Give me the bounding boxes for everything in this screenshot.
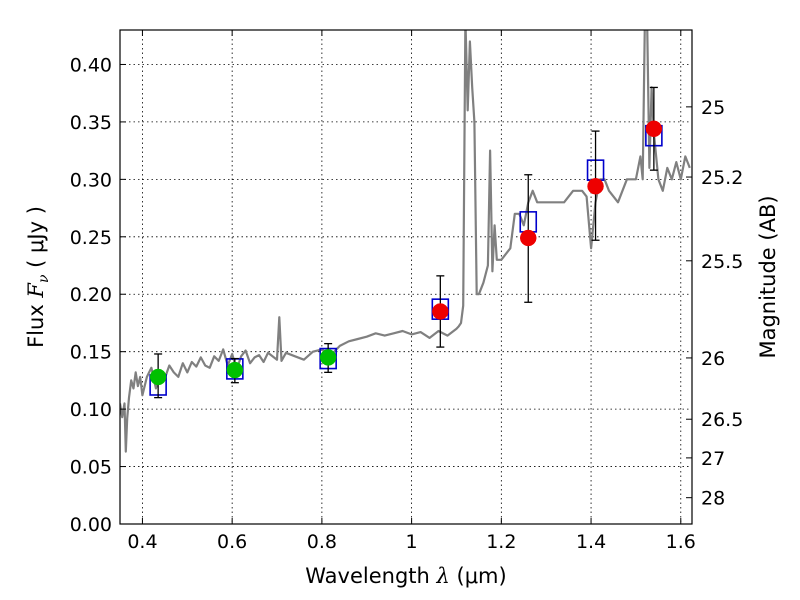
y-tick-label: 0.25 (70, 227, 112, 249)
plot-frame (119, 29, 693, 525)
y-tick-label: 0.00 (70, 514, 112, 536)
y2-tick-label: 28 (701, 488, 725, 510)
x-tick-label: 0.4 (127, 531, 157, 553)
y-tick-label: 0.30 (70, 169, 112, 191)
data-point (587, 177, 604, 195)
data-point (319, 349, 337, 366)
x-tick-label: 0.6 (217, 531, 247, 553)
y-tick-label: 0.15 (70, 342, 112, 364)
x-tick-label: 1.6 (666, 531, 696, 553)
y-axis-label-prefix: Flux (24, 298, 48, 348)
y2-tick-label: 27 (701, 448, 725, 470)
y2-tick-label: 25 (701, 97, 725, 119)
x-axis-label-prefix: Wavelength (305, 564, 436, 588)
x-tick-label: 1.2 (486, 531, 516, 553)
axis-ticks: 0.4 0.6 0.8 1 1.2 1.4 1.6 0.00 0.05 0.10 0.15 0.20 0… (70, 30, 743, 553)
y2-tick-label: 25.5 (701, 251, 743, 273)
y-tick-label: 0.10 (70, 399, 112, 421)
data-point (520, 229, 537, 247)
y-tick-label: 0.40 (70, 54, 112, 76)
x-tick-label: 1 (406, 531, 418, 553)
x-tick-label: 1.4 (576, 531, 606, 553)
y-axis-label-unit: ( μJy ) (24, 206, 48, 274)
y-axis-label-symbol: F (24, 282, 48, 299)
y-tick-label: 0.35 (70, 112, 112, 134)
data-point (149, 368, 167, 386)
y2-tick-label: 26 (701, 348, 725, 370)
x-axis-label-unit: (μm) (450, 564, 507, 588)
y-tick-label: 0.20 (70, 284, 112, 306)
data-point (226, 361, 244, 379)
plot-area (120, 30, 691, 453)
data-point (645, 120, 663, 138)
y-tick-label: 0.05 (70, 457, 112, 479)
y2-axis-label: Magnitude (AB) (756, 195, 780, 358)
x-tick-label: 0.8 (307, 531, 337, 553)
y2-tick-label: 26.5 (701, 409, 743, 431)
y2-tick-label: 25.2 (701, 167, 743, 189)
y-axis-label: Flux Fν ( μJy ) (24, 206, 52, 348)
y-axis-label-subscript: ν (36, 274, 52, 283)
data-point (432, 303, 449, 320)
x-axis-label: Wavelength λ (μm) (305, 564, 506, 588)
x-axis-label-symbol: λ (436, 564, 450, 588)
